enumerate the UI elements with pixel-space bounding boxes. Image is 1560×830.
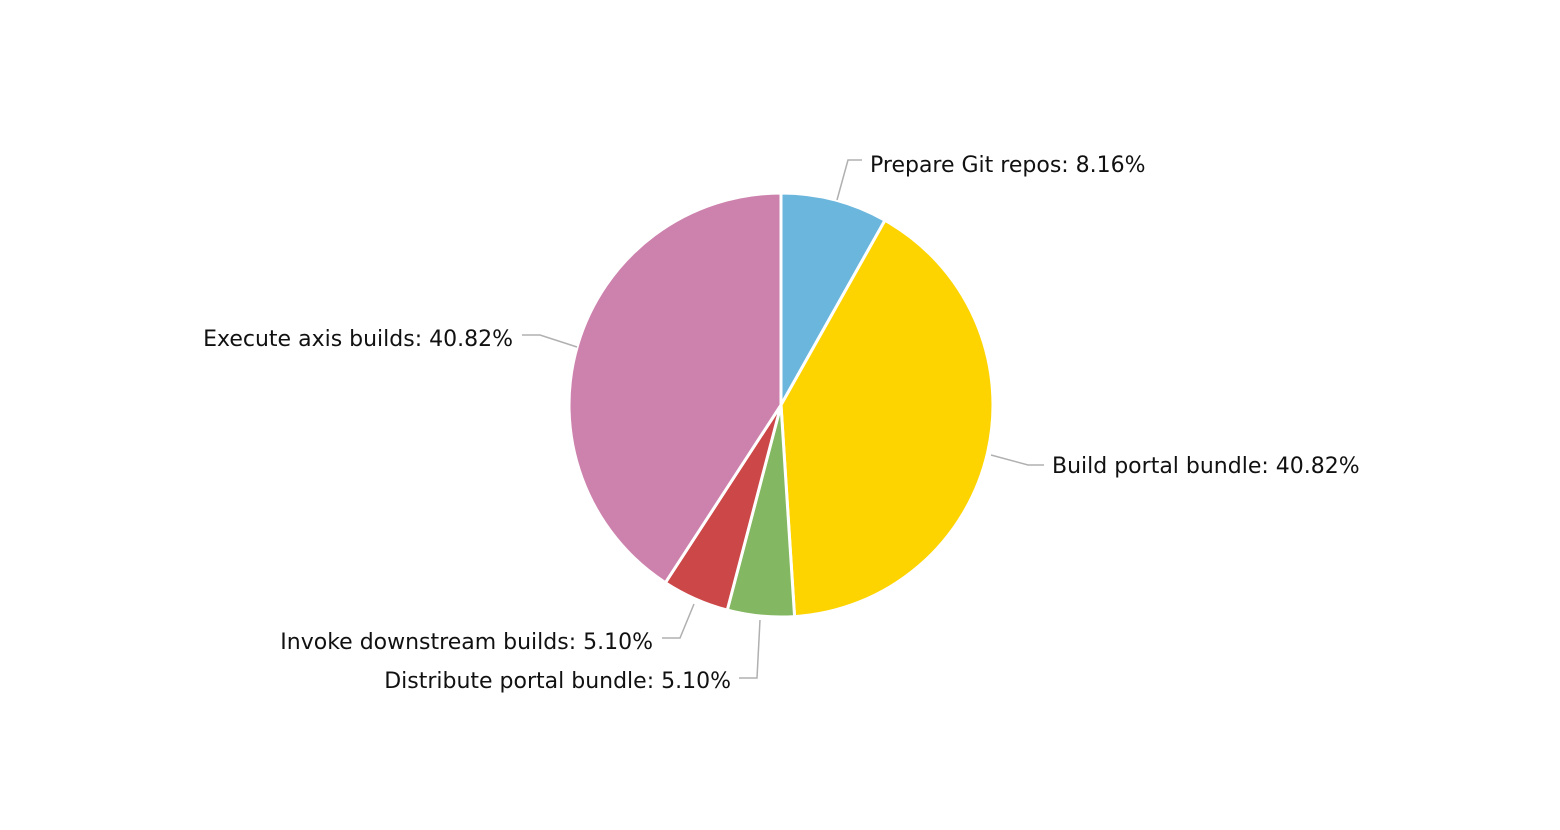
leader-line-prepare-git-repos <box>836 159 862 201</box>
slice-label-distribute-portal-bundle: Distribute portal bundle: 5.10% <box>384 669 731 694</box>
leader-line-distribute-portal-bundle <box>739 619 761 679</box>
leader-lines-group <box>522 159 1044 679</box>
slice-labels-group: Prepare Git repos: 8.16% Build portal bun… <box>203 153 1360 694</box>
leader-line-invoke-downstream-builds <box>662 603 695 639</box>
leader-line-execute-axis-builds <box>522 334 578 348</box>
slice-label-invoke-downstream-builds: Invoke downstream builds: 5.10% <box>280 630 653 655</box>
slice-label-execute-axis-builds: Execute axis builds: 40.82% <box>203 327 513 352</box>
slice-label-prepare-git-repos: Prepare Git repos: 8.16% <box>870 153 1146 178</box>
slices-group <box>567 191 995 619</box>
pie-slice-prepare-git-repos[interactable] <box>779 191 888 411</box>
pie-slice-execute-axis-builds[interactable] <box>567 191 783 585</box>
pie-slice-build-portal-bundle[interactable] <box>779 218 995 619</box>
slice-label-build-portal-bundle: Build portal bundle: 40.82% <box>1052 454 1360 479</box>
leader-line-build-portal-bundle <box>990 454 1044 466</box>
